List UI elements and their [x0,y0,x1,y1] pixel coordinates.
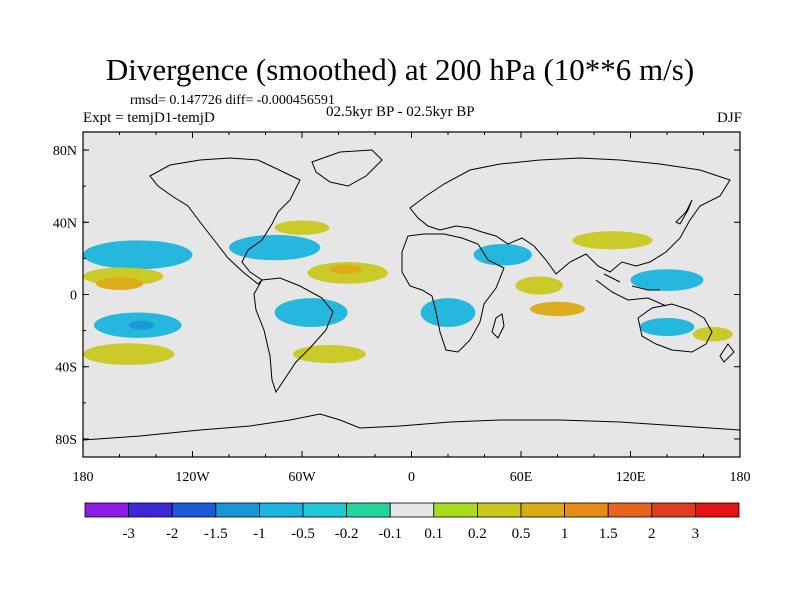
colorbar-swatch [128,502,173,518]
map-background [83,132,740,457]
coast-greenland [311,149,383,187]
colorbar: -3 -2 -1.5 -1 -0.5 -0.2 -0.1 0.1 0.2 0.5 1 1.5 2 3 [84,502,740,542]
colorbar-swatch [171,502,217,518]
colorbar-label: 0.2 [468,526,487,542]
colorbar-swatch [607,502,653,518]
y-tick-label: 80N [53,144,77,159]
season-label: DJF [716,110,742,126]
colorbar-swatch [215,502,260,518]
region-na-pos [274,220,330,235]
x-tick-label: 60E [510,470,533,485]
divergence-field [83,220,733,365]
coast-north-america [149,157,301,285]
colorbar-label: -0.2 [335,526,359,542]
coast-eurasia [409,157,731,275]
coast-madagascar [491,313,505,339]
colorbar-swatch [84,502,129,518]
region-south-pacific-core [128,320,155,330]
region-west-pacific-neg [630,269,704,291]
y-axis: 80N 40N 0 40S 80S [53,144,740,448]
y-tick-label: 40N [53,216,77,231]
coast-south-america [253,277,334,394]
x-tick-label: 180 [730,470,751,485]
period-label: 02.5kyr BP - 02.5kyr BP [326,104,475,120]
coast-new-zealand [719,343,735,363]
colorbar-swatch [695,502,740,518]
y-tick-label: 80S [55,433,77,448]
region-india-pos [515,276,563,295]
colorbar-label: 2 [648,526,656,542]
x-tick-label: 180 [73,470,94,485]
region-asia-pos [572,231,653,250]
region-africa-neg [420,298,476,327]
region-middle-east-neg [473,243,532,266]
coast-japan [675,199,693,225]
experiment-label: Expt = temjD1-temjD [83,110,215,126]
colorbar-swatch [564,502,609,518]
colorbar-swatch [433,502,478,518]
colorbar-label: -3 [122,526,135,542]
region-indian-ocean-pos [530,301,585,317]
x-tick-label: 0 [408,470,415,485]
rmsd-diff-stats: rmsd= 0.147726 diff= -0.000456591 [130,93,335,108]
colorbar-swatch [302,502,347,518]
region-central-pacific-pos [95,277,144,290]
y-tick-label: 0 [70,289,77,304]
region-east-aus-pos [692,327,733,342]
colorbar-swatch [651,502,696,518]
map-area [83,132,740,457]
x-tick-label: 120W [175,470,210,485]
colorbar-label: -1 [253,526,266,542]
colorbar-label: -2 [166,526,179,542]
region-na-neg [229,234,321,261]
coastlines [83,149,740,441]
colorbar-swatch [258,502,304,518]
coast-antarctica [83,413,740,441]
x-tick-label: 120E [616,470,646,485]
colorbar-label: -0.5 [291,526,315,542]
colorbar-swatch [520,502,565,518]
region-atlantic-core [329,264,363,274]
colorbar-label: 1.5 [599,526,618,542]
colorbar-label: -0.1 [378,526,402,542]
region-australia-neg [639,317,695,337]
colorbar-swatch [476,502,522,518]
y-tick-label: 40S [55,361,77,376]
x-axis: 180 120W 60W 0 60E 120E 180 [73,132,751,485]
region-north-pacific-neg [83,240,193,270]
colorbar-label: 3 [692,526,700,542]
coast-maritime-continent [595,273,667,307]
coast-africa [401,233,505,353]
x-tick-label: 60W [288,470,316,485]
colorbar-label: -1.5 [204,526,228,542]
colorbar-swatch [346,502,391,518]
colorbar-swatch [389,502,435,518]
colorbar-label: 0.1 [424,526,443,542]
coast-australia [637,303,713,353]
region-south-pacific-pos [83,343,175,365]
chart-title: Divergence (smoothed) at 200 hPa (10**6 … [105,52,695,87]
colorbar-label: 1 [561,526,569,542]
colorbar-label: 0.5 [512,526,531,542]
region-south-atlantic-pos [292,345,366,364]
region-amazon-neg [274,298,348,327]
